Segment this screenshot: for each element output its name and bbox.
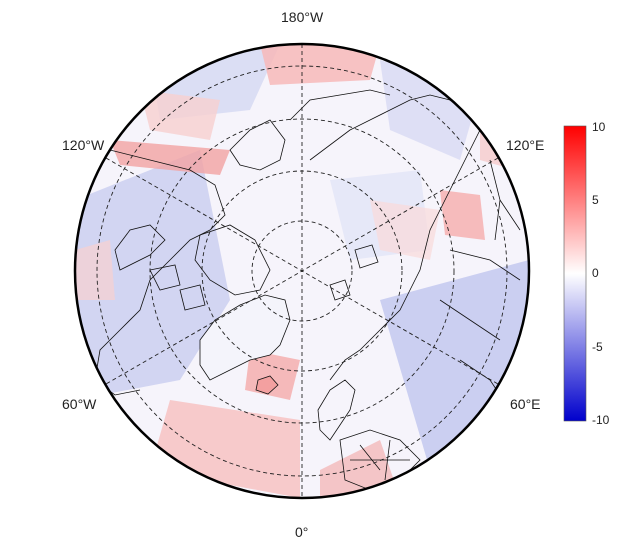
colorbar-tick-5: 5 [592,193,599,207]
lon-label-lower-left: 60°W [62,396,97,412]
colorbar-tick-minus5: -5 [592,340,603,354]
lon-label-lower-right: 60°E [510,396,541,412]
lon-label-upper-left: 120°W [62,137,105,153]
colorbar-tick-10: 10 [592,120,606,134]
colorbar [563,125,587,422]
lon-label-bottom: 0° [295,524,309,540]
lon-label-upper-right: 120°E [506,137,545,153]
colorbar-tick-minus10: -10 [592,413,610,427]
map-boundary [73,42,531,500]
anomaly-field [75,44,529,498]
colorbar-tick-0: 0 [592,266,599,280]
lon-label-top: 180°W [281,9,324,25]
